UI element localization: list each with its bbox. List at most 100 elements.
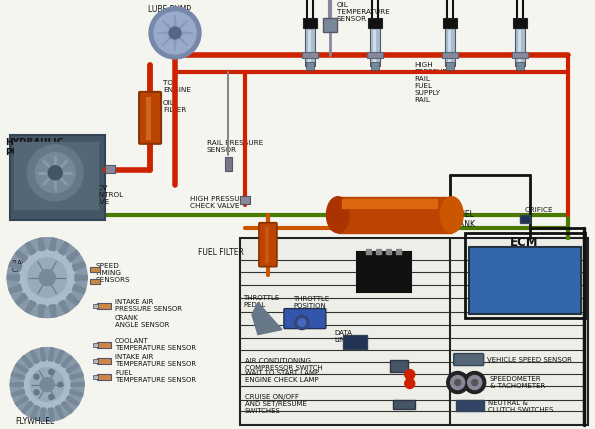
FancyBboxPatch shape [240, 196, 250, 204]
FancyBboxPatch shape [447, 30, 450, 62]
FancyBboxPatch shape [357, 252, 411, 292]
FancyBboxPatch shape [302, 52, 318, 58]
Polygon shape [73, 262, 86, 271]
FancyBboxPatch shape [10, 135, 105, 220]
FancyBboxPatch shape [512, 52, 528, 58]
FancyBboxPatch shape [14, 142, 98, 209]
Text: DATA
LINK: DATA LINK [335, 329, 353, 343]
FancyBboxPatch shape [259, 223, 277, 267]
Circle shape [35, 153, 75, 193]
FancyBboxPatch shape [390, 360, 408, 372]
FancyBboxPatch shape [371, 62, 379, 70]
Text: SPEED
TIMING
SENSORS: SPEED TIMING SENSORS [95, 263, 130, 283]
Text: FLYWHEEL: FLYWHEEL [15, 417, 55, 426]
Circle shape [19, 250, 75, 305]
Text: CRANK
ANGLE SENSOR: CRANK ANGLE SENSOR [115, 315, 170, 328]
Polygon shape [15, 396, 28, 406]
FancyBboxPatch shape [343, 335, 367, 349]
Text: RPCV
CONTROL
VALVE: RPCV CONTROL VALVE [88, 185, 123, 205]
Circle shape [27, 145, 83, 201]
Polygon shape [61, 356, 73, 368]
Polygon shape [58, 242, 69, 255]
Text: ORIFICE: ORIFICE [525, 207, 553, 213]
Text: HIGH
PRESSURE
RAIL: HIGH PRESSURE RAIL [415, 62, 453, 82]
FancyBboxPatch shape [444, 28, 455, 66]
Circle shape [472, 380, 478, 386]
Polygon shape [71, 383, 84, 387]
Polygon shape [67, 293, 79, 305]
Polygon shape [9, 284, 22, 293]
Circle shape [405, 378, 415, 389]
Circle shape [49, 395, 54, 399]
Polygon shape [70, 373, 83, 380]
Text: FUEL FILTER: FUEL FILTER [198, 248, 244, 257]
FancyBboxPatch shape [323, 18, 337, 32]
FancyBboxPatch shape [373, 30, 376, 62]
Polygon shape [15, 251, 28, 262]
FancyBboxPatch shape [469, 247, 581, 314]
Polygon shape [58, 300, 69, 313]
Bar [376, 249, 381, 254]
Polygon shape [49, 238, 56, 251]
Polygon shape [15, 363, 28, 373]
Bar [386, 249, 391, 254]
Circle shape [295, 316, 309, 329]
Polygon shape [9, 262, 22, 271]
Circle shape [39, 270, 55, 286]
Polygon shape [157, 32, 175, 34]
Polygon shape [73, 284, 86, 293]
Text: BATTERIES: BATTERIES [365, 255, 402, 261]
FancyBboxPatch shape [441, 52, 458, 58]
Circle shape [30, 368, 64, 401]
Polygon shape [175, 32, 193, 34]
FancyBboxPatch shape [105, 165, 115, 173]
FancyBboxPatch shape [97, 341, 111, 347]
Circle shape [468, 375, 482, 390]
Polygon shape [49, 348, 54, 361]
Circle shape [34, 390, 39, 395]
FancyBboxPatch shape [519, 215, 530, 223]
Text: THROTTLE
POSITION
SENSOR: THROTTLE POSITION SENSOR [293, 296, 329, 316]
FancyBboxPatch shape [370, 28, 380, 66]
FancyBboxPatch shape [97, 302, 111, 308]
Polygon shape [49, 305, 56, 317]
Polygon shape [11, 389, 25, 396]
Circle shape [27, 258, 67, 297]
Polygon shape [30, 350, 39, 364]
Circle shape [450, 375, 465, 390]
Polygon shape [174, 33, 176, 51]
FancyBboxPatch shape [93, 343, 98, 347]
FancyBboxPatch shape [93, 375, 98, 378]
FancyBboxPatch shape [225, 157, 232, 171]
Text: SPEEDOMETER
& TACHOMETER: SPEEDOMETER & TACHOMETER [490, 375, 545, 389]
Text: HIGH PRESSURE
CHECK VALVE: HIGH PRESSURE CHECK VALVE [190, 196, 249, 209]
Polygon shape [66, 363, 79, 373]
Text: LUBE PUMP: LUBE PUMP [148, 5, 191, 14]
Polygon shape [67, 251, 79, 262]
Polygon shape [174, 15, 176, 33]
Bar [342, 199, 437, 208]
Polygon shape [30, 405, 39, 419]
Polygon shape [22, 401, 33, 414]
Circle shape [10, 347, 84, 421]
Polygon shape [15, 293, 28, 305]
Circle shape [34, 374, 39, 379]
Polygon shape [10, 383, 23, 387]
FancyBboxPatch shape [515, 28, 525, 66]
FancyBboxPatch shape [393, 399, 415, 410]
Text: OIL
FILTER: OIL FILTER [163, 100, 186, 113]
Polygon shape [162, 20, 175, 33]
Circle shape [405, 369, 415, 380]
Polygon shape [55, 405, 64, 419]
Text: OIL
TEMPERATURE
SENSOR: OIL TEMPERATURE SENSOR [337, 2, 390, 22]
FancyBboxPatch shape [240, 238, 587, 426]
Circle shape [49, 369, 54, 375]
Polygon shape [38, 238, 45, 251]
Bar [366, 249, 371, 254]
FancyBboxPatch shape [516, 62, 524, 70]
Polygon shape [75, 275, 87, 281]
FancyBboxPatch shape [446, 62, 454, 70]
Polygon shape [70, 389, 83, 396]
Text: CRUISE ON/OFF
AND SET/RESUME
SWITCHES: CRUISE ON/OFF AND SET/RESUME SWITCHES [245, 393, 307, 414]
Circle shape [169, 27, 181, 39]
